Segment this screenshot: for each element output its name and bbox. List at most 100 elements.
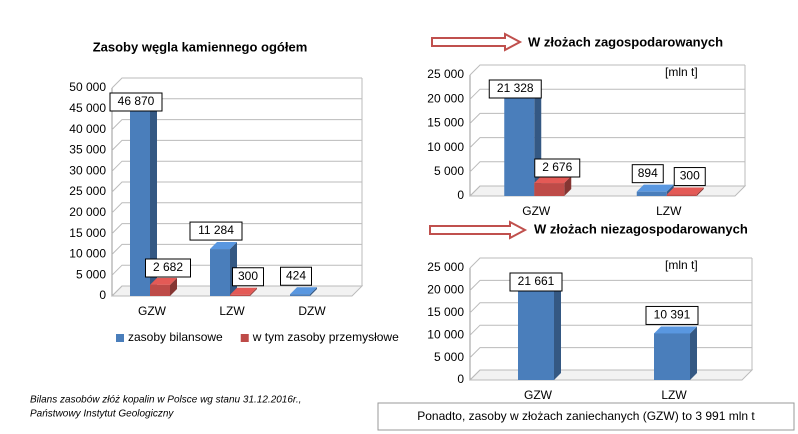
y-tick-label: 50 000 (69, 80, 106, 94)
legend-swatch (240, 334, 249, 342)
value-label-box (534, 158, 581, 178)
bar (504, 85, 542, 196)
bar-face (210, 249, 230, 296)
x-tick-label: GZW (522, 204, 551, 218)
bar (290, 287, 317, 296)
y-tick-label: 20 000 (427, 91, 464, 105)
y-tick-label: 30 000 (69, 163, 106, 177)
grid-line (111, 202, 362, 214)
unit-label: [mln t] (665, 65, 698, 79)
grid-line (469, 302, 752, 314)
y-tick-label: 10 000 (69, 247, 106, 261)
value-label-box (145, 258, 191, 278)
y-tick-label: 5 000 (434, 350, 464, 364)
x-tick-label: GZW (138, 304, 167, 318)
value-label: 21 661 (518, 274, 555, 288)
grid-line (111, 119, 362, 130)
grid-line (111, 285, 362, 297)
x-tick-label: GZW (524, 388, 553, 402)
bar (230, 287, 257, 296)
arrow (429, 220, 528, 240)
y-tick-label: 0 (99, 288, 106, 302)
chart-title: W złożach niezagospodarowanych (534, 221, 748, 236)
y-tick-label: 40 000 (69, 122, 106, 136)
bar-face (518, 282, 554, 380)
bar-face (564, 176, 572, 196)
bar-face (534, 183, 565, 196)
y-tick-label: 0 (457, 188, 464, 202)
value-label: 300 (680, 169, 700, 183)
value-label-box (232, 267, 264, 287)
y-tick-label: 15 000 (427, 305, 464, 319)
grid-line (111, 77, 362, 89)
value-label: 2 682 (153, 260, 183, 274)
bar-face (150, 94, 157, 296)
bar-face (504, 92, 535, 196)
y-tick-label: 25 000 (427, 67, 464, 81)
value-label-box (645, 305, 699, 325)
arrow (431, 32, 523, 52)
unit-label: [mln t] (665, 258, 698, 272)
grid-line (111, 160, 362, 172)
value-label-box (488, 79, 542, 99)
y-tick-label: 10 000 (427, 327, 464, 341)
bar-face (290, 287, 317, 295)
note-box (377, 402, 795, 431)
grid-line (469, 64, 745, 76)
y-tick-label: 0 (457, 372, 464, 386)
value-label: 21 328 (497, 81, 534, 95)
bar-face (654, 326, 697, 334)
bar-face (170, 277, 177, 296)
grid-line (469, 279, 752, 291)
legend-label: zasoby bilansowe (128, 330, 223, 344)
x-tick-label: DZW (298, 304, 326, 318)
grid-line (469, 257, 752, 269)
bar-face (150, 277, 177, 285)
value-label: 894 (638, 166, 658, 180)
source-line: Państwowy Instytut Geologiczny (30, 409, 174, 420)
bar (518, 275, 561, 380)
bar (150, 277, 177, 296)
value-label-box (280, 266, 312, 286)
bar-face (534, 176, 572, 184)
x-tick-label: LZW (219, 304, 245, 318)
grid-line (469, 137, 745, 148)
note: Ponadto, zasoby w złożach zaniechanych (… (417, 409, 755, 423)
y-tick-label: 10 000 (427, 140, 464, 154)
legend-swatch (116, 334, 124, 342)
grid-line (469, 324, 752, 336)
y-tick-label: 45 000 (69, 101, 106, 115)
legend-label: w tym zasoby przemysłowe (252, 330, 399, 344)
bar-face (250, 287, 257, 296)
bar-face (690, 326, 697, 380)
bar (210, 242, 237, 296)
bar (534, 176, 572, 196)
bar-face (636, 184, 674, 192)
bar-face (696, 187, 704, 196)
value-label-box (189, 221, 243, 241)
grid-line (469, 161, 745, 173)
grid-line (469, 112, 745, 124)
bar-face (654, 333, 690, 380)
bar-face (636, 191, 667, 196)
grid-line (111, 243, 362, 255)
grid-line (111, 139, 362, 151)
value-label: 10 391 (654, 308, 691, 322)
grid-line (469, 88, 745, 100)
y-tick-label: 20 000 (69, 205, 106, 219)
value-label: 2 676 (542, 160, 572, 174)
bar (666, 187, 704, 196)
floor (468, 369, 754, 381)
source-line: Bilans zasobów złóż kopalin w Polsce wg … (30, 395, 301, 406)
bar-face (130, 101, 150, 296)
chart-title: W złożach zagospodarowanych (528, 34, 723, 49)
value-label-box (109, 92, 163, 112)
x-tick-label: LZW (656, 204, 682, 218)
y-tick-label: 5 000 (434, 164, 464, 178)
value-label-box (509, 272, 563, 292)
bar-face (310, 287, 317, 296)
grid-line (111, 264, 362, 276)
bar (654, 326, 697, 380)
y-tick-label: 15 000 (427, 116, 464, 130)
bar-face (230, 287, 257, 295)
